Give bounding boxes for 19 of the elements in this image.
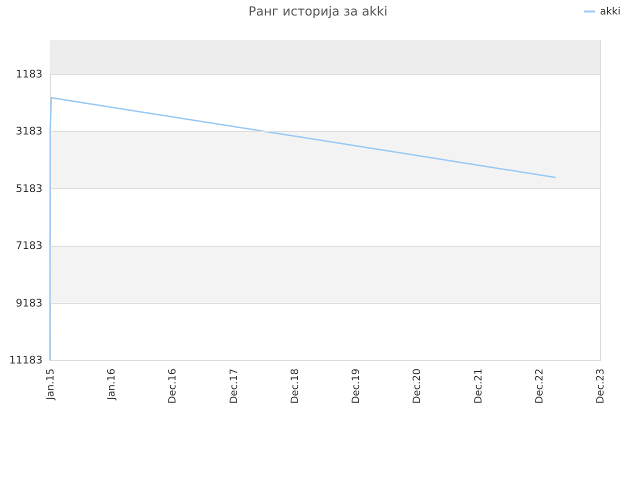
x-tick-label: Dec.22 bbox=[534, 368, 546, 404]
x-tick-label: Dec.20 bbox=[412, 368, 424, 404]
y-tick-label: 5183 bbox=[16, 182, 42, 195]
x-tick-label: Jan.16 bbox=[106, 368, 118, 401]
x-tick-label: Dec.17 bbox=[228, 368, 240, 404]
y-tick-label: 11183 bbox=[9, 354, 42, 366]
x-tick-label: Dec.18 bbox=[290, 368, 301, 404]
x-tick-label: Dec.16 bbox=[168, 368, 179, 404]
legend-label: akki bbox=[600, 6, 620, 18]
x-tick-label: Dec.23 bbox=[596, 368, 606, 404]
line-series bbox=[49, 97, 556, 361]
x-tick-label: Dec.19 bbox=[351, 368, 362, 404]
y-tick-label: 9183 bbox=[16, 297, 42, 310]
y-tick-label: 1183 bbox=[16, 68, 42, 80]
y-tick-label: 3183 bbox=[16, 126, 42, 138]
chart-title: Ранг историја за akki bbox=[248, 4, 388, 18]
y-tick-label: 7183 bbox=[16, 240, 42, 252]
x-tick-label: Jan.15 bbox=[46, 368, 56, 401]
x-tick-label: Dec.21 bbox=[473, 368, 484, 404]
